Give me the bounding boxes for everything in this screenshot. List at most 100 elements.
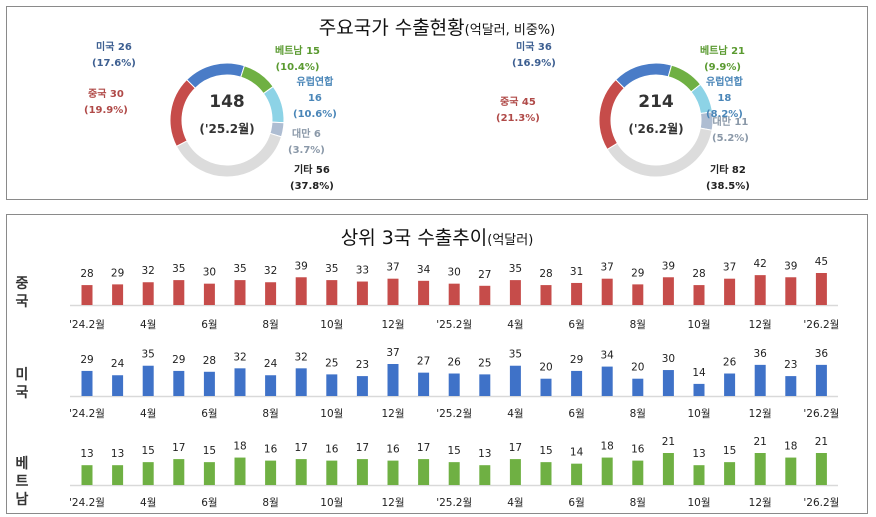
bar-value-label: 17 [356,442,369,454]
bar-value-label: 35 [172,263,185,275]
bar [815,273,827,305]
bar-value-label: 37 [601,262,614,274]
bar-value-label: 35 [509,349,522,361]
bar [81,370,93,396]
bar-value-label: 29 [172,354,185,366]
bar [203,283,215,305]
bar [754,453,766,485]
bar-value-label: 31 [570,266,583,278]
bar [662,453,674,485]
bar [754,275,766,305]
slice-label: 유럽연합 16 (10.6%) [293,75,337,123]
bar-value-label: 30 [448,267,461,279]
bar-value-label: 28 [539,268,552,280]
bar-value-label: 13 [478,448,491,460]
bar [295,459,307,485]
bar-value-label: 15 [142,445,155,457]
bar-value-label: 14 [692,367,706,379]
slice-name-value: 유럽연합 16 [296,77,334,104]
bar [693,285,705,305]
slice-label: 기타 56 (37.8%) [290,163,334,195]
bar [142,462,154,485]
bar-value-label: 28 [203,355,216,367]
bar [509,280,521,305]
donut-slice-4 [175,132,283,178]
bar [295,277,307,305]
slice-percent: (19.9%) [84,105,128,116]
slice-label: 베트남 21 (9.9%) [700,44,745,76]
bar-value-label: 16 [631,444,645,456]
slice-label: 기타 82 (38.5%) [706,163,750,195]
bar [785,376,797,396]
slice-name-value: 대만 11 [712,117,749,128]
x-tick-label: 10월 [320,408,343,420]
bar-value-label: 29 [80,354,93,366]
bar-value-label: 27 [478,269,491,281]
slice-percent: (38.5%) [706,181,750,192]
x-tick-label: '25.2월 [436,408,472,420]
bar-value-label: 36 [754,348,768,360]
bar [265,375,277,396]
bar-value-label: 35 [142,349,155,361]
bar [356,459,368,485]
slice-label: 중국 30 (19.9%) [84,87,128,119]
bar-value-label: 30 [203,267,216,279]
bar-value-label: 21 [754,436,767,448]
bar [418,459,430,485]
bar [234,457,246,485]
bar-value-label: 28 [692,268,705,280]
center-period: ('25.2월) [199,122,255,136]
x-tick-label: 4월 [507,319,523,331]
bar [112,284,124,305]
bar-value-label: 15 [539,445,552,457]
bar [540,378,552,396]
bar [724,462,736,485]
bar [356,281,368,305]
bar-value-label: 36 [815,348,829,360]
bar [662,277,674,305]
bar [479,465,491,485]
bar-value-label: 17 [295,442,308,454]
slice-percent: (17.6%) [92,58,136,69]
x-tick-label: '25.2월 [436,319,472,331]
x-tick-label: 6월 [201,319,217,331]
bar-value-label: 23 [784,359,797,371]
bar [815,453,827,485]
slice-label: 대만 11 (5.2%) [712,115,749,147]
bar-value-label: 39 [662,260,675,272]
bar [601,457,613,485]
donut-slice-0 [614,62,673,89]
bar-value-label: 30 [662,353,675,365]
slice-label: 유럽연합 18 (8.2%) [706,75,743,123]
x-tick-label: '26.2월 [803,497,839,509]
x-tick-label: 12월 [381,408,404,420]
bar-value-label: 24 [111,358,125,370]
bar-value-label: 20 [539,362,552,374]
bar-value-label: 18 [601,441,614,453]
center-total: 148 [209,92,245,112]
bar-value-label: 32 [264,265,277,277]
bar [112,375,124,396]
bar [234,368,246,396]
bar [326,374,338,396]
bar-value-label: 18 [784,441,797,453]
slice-name-value: 베트남 21 [700,46,745,57]
x-tick-label: 12월 [381,319,404,331]
bar [785,277,797,305]
x-tick-label: 6월 [568,408,584,420]
bar-value-label: 14 [570,447,584,459]
donut-slice-0 [185,62,246,89]
slice-percent: (3.7%) [288,145,325,156]
x-tick-label: 8월 [262,497,278,509]
bar-value-label: 13 [692,448,705,460]
bar-value-label: 15 [723,445,736,457]
x-tick-label: 10월 [320,497,343,509]
bar-value-label: 35 [509,263,522,275]
slice-name-value: 기타 82 [710,165,746,176]
bar [571,282,583,305]
center-period: ('26.2월) [628,122,684,136]
bar [418,372,430,396]
bar-value-label: 20 [631,362,644,374]
